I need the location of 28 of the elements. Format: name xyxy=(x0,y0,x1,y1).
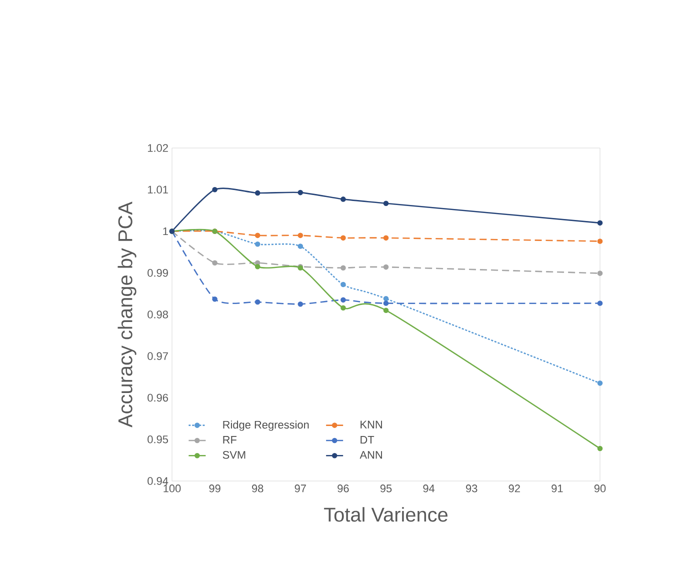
x-tick-label: 97 xyxy=(294,484,306,492)
x-tick-label: 95 xyxy=(380,484,392,492)
legend-label: RF xyxy=(223,436,236,444)
legend-label: DT xyxy=(360,436,374,444)
y-tick-label: 0.95 xyxy=(148,436,168,444)
y-tick-label: 1.01 xyxy=(148,186,168,194)
y-tick-label: 0.97 xyxy=(148,352,168,360)
y-tick-label: 0.99 xyxy=(148,269,168,277)
x-tick-label: 100 xyxy=(164,484,181,492)
x-tick-label: 90 xyxy=(594,484,606,492)
legend-label: ANN xyxy=(360,451,382,459)
x-axis-title: Total Varience xyxy=(324,507,448,522)
x-tick-label: 96 xyxy=(338,484,349,492)
y-axis-title: Accuracy change by PCA xyxy=(118,202,136,428)
y-tick-label: 1 xyxy=(163,227,168,236)
y-tick-label: 0.98 xyxy=(148,310,168,318)
x-tick-label: 92 xyxy=(508,484,520,492)
x-tick-label: 99 xyxy=(209,484,220,492)
legend-label: KNN xyxy=(360,420,382,428)
x-tick-label: 93 xyxy=(466,484,478,492)
legend-label: SVM xyxy=(222,451,246,459)
x-tick-label: 94 xyxy=(423,484,435,492)
y-tick-label: 1.02 xyxy=(148,144,168,152)
y-tick-label: 0.96 xyxy=(148,394,168,402)
x-tick-label: 98 xyxy=(252,484,264,492)
x-tick-label: 91 xyxy=(552,484,563,492)
legend-label: Ridge Regression xyxy=(223,420,309,431)
y-tick-label: 0.94 xyxy=(148,477,168,485)
